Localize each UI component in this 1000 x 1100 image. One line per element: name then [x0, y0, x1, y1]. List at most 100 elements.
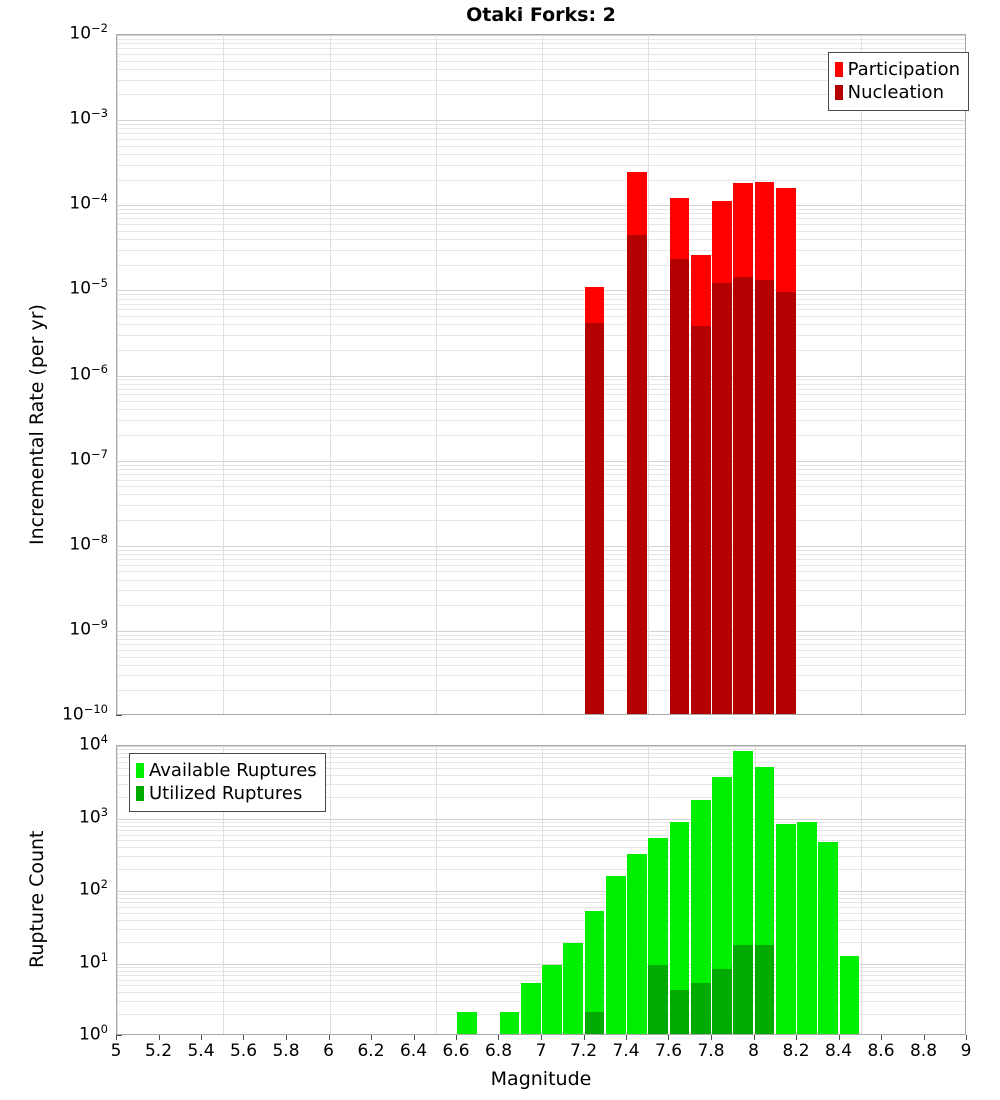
bar-utilized-ruptures — [648, 964, 668, 1034]
y-tick-label: 10−6 — [69, 361, 108, 385]
gridline-horizontal — [117, 94, 965, 95]
gridline-horizontal — [117, 324, 965, 325]
gridline-horizontal — [117, 180, 965, 181]
y-tick-label: 10−9 — [69, 616, 108, 640]
legend-rupture-count: Available Ruptures Utilized Ruptures — [129, 753, 326, 812]
gridline-horizontal — [117, 420, 965, 421]
gridline-horizontal — [117, 967, 965, 968]
gridline-horizontal — [117, 605, 965, 606]
x-tick-label: 5.4 — [187, 1041, 215, 1061]
bar-available-ruptures — [669, 821, 690, 1034]
x-tick-label: 6.2 — [357, 1041, 385, 1061]
gridline-vertical — [117, 35, 118, 714]
gridline-horizontal — [117, 546, 965, 547]
bar-nucleation — [775, 292, 796, 714]
gridline-horizontal — [117, 894, 965, 895]
x-tick-mark — [541, 1035, 542, 1040]
bar-available-ruptures — [499, 1012, 520, 1034]
gridline-horizontal — [117, 465, 965, 466]
gridline-horizontal — [117, 146, 965, 147]
y-tick-label: 100 — [79, 1022, 108, 1045]
y-tick-label: 10−5 — [69, 276, 108, 300]
gridline-vertical — [330, 746, 331, 1034]
bar-nucleation — [669, 259, 690, 714]
gridline-horizontal — [117, 165, 965, 166]
gridline-horizontal — [117, 964, 965, 965]
gridline-horizontal — [117, 650, 965, 651]
x-tick-mark — [626, 1035, 627, 1040]
gridline-horizontal — [117, 461, 965, 462]
gridline-horizontal — [117, 775, 965, 776]
gridline-horizontal — [117, 48, 965, 49]
gridline-horizontal — [117, 299, 965, 300]
y-tick-label: 10−8 — [69, 531, 108, 555]
y-tick-label: 10−3 — [69, 106, 108, 129]
gridline-horizontal — [117, 971, 965, 972]
bar-available-ruptures — [627, 854, 647, 1034]
gridline-horizontal — [117, 840, 965, 841]
bar-nucleation — [754, 280, 775, 714]
y-axis-title-bottom: Rupture Count — [26, 830, 48, 969]
gridline-horizontal — [117, 907, 965, 908]
gridline-horizontal — [117, 133, 965, 134]
gridline-horizontal — [117, 389, 965, 390]
gridline-horizontal — [117, 929, 965, 930]
gridline-horizontal — [117, 54, 965, 55]
bar-utilized-ruptures — [754, 944, 775, 1034]
bar-available-ruptures — [563, 943, 583, 1034]
x-tick-label: 7.6 — [654, 1041, 683, 1061]
legend-swatch-icon — [834, 62, 843, 77]
x-tick-label: 8.6 — [867, 1041, 895, 1061]
gridline-horizontal — [117, 1001, 965, 1002]
bar-available-ruptures — [457, 1012, 477, 1034]
gridline-horizontal — [117, 753, 965, 754]
rupture-count-plot — [116, 745, 966, 1035]
gridline-horizontal — [117, 239, 965, 240]
gridline-horizontal — [117, 80, 965, 81]
gridline-horizontal — [117, 505, 965, 506]
x-tick-mark — [966, 1035, 967, 1040]
x-tick-label: 7.8 — [697, 1041, 725, 1061]
gridline-horizontal — [117, 657, 965, 658]
gridline-vertical — [223, 35, 224, 714]
gridline-horizontal — [117, 980, 965, 981]
gridline-vertical — [648, 35, 649, 714]
bar-utilized-ruptures — [712, 968, 732, 1034]
gridline-horizontal — [117, 376, 965, 377]
bar-available-ruptures — [584, 910, 605, 1034]
gridline-horizontal — [117, 335, 965, 336]
x-tick-mark — [201, 1035, 202, 1040]
x-tick-mark — [116, 1035, 117, 1040]
gridline-horizontal — [117, 379, 965, 380]
x-tick-mark — [881, 1035, 882, 1040]
gridline-horizontal — [117, 435, 965, 436]
gridline-vertical — [117, 746, 118, 1034]
gridline-horizontal — [117, 1014, 965, 1015]
x-tick-label: 5.6 — [229, 1041, 258, 1061]
gridline-horizontal — [117, 590, 965, 591]
gridline-horizontal — [117, 830, 965, 831]
incremental-rate-plot — [116, 34, 966, 715]
gridline-horizontal — [117, 985, 965, 986]
gridline-horizontal — [117, 124, 965, 125]
gridline-horizontal — [117, 231, 965, 232]
gridline-horizontal — [117, 644, 965, 645]
gridline-horizontal — [117, 35, 965, 36]
gridline-horizontal — [117, 520, 965, 521]
x-tick-mark — [371, 1035, 372, 1040]
gridline-horizontal — [117, 639, 965, 640]
gridline-horizontal — [117, 768, 965, 769]
gridline-horizontal — [117, 819, 965, 820]
legend-label: Available Ruptures — [149, 759, 317, 781]
gridline-horizontal — [117, 224, 965, 225]
x-tick-mark — [329, 1035, 330, 1040]
y-tick-label: 104 — [79, 732, 108, 755]
gridline-horizontal — [117, 304, 965, 305]
gridline-horizontal — [117, 784, 965, 785]
gridline-horizontal — [117, 665, 965, 666]
gridline-horizontal — [117, 213, 965, 214]
gridline-horizontal — [117, 554, 965, 555]
gridline-horizontal — [117, 139, 965, 140]
bar-available-ruptures — [775, 823, 796, 1034]
bar-available-ruptures — [690, 799, 711, 1034]
